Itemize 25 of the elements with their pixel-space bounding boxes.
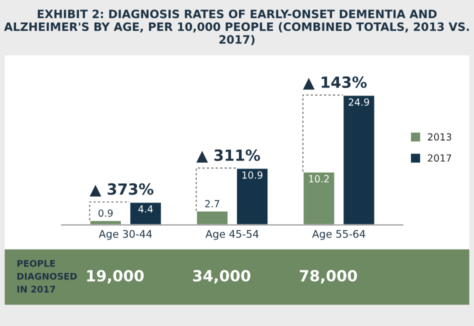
annotation: ▲ 143% (302, 76, 367, 90)
data-label: 10.2 (309, 175, 329, 182)
data-label: 4.4 (138, 205, 153, 213)
bar (236, 167, 269, 225)
chart-title: EXHIBIT 2: DIAGNOSIS RATES OF EARLY-ONSET DEMENTIA AND ALZHEIMER'S BY AGE, PER 10,000 PEOPLE (COMBINED TOTALS, 2013 VS. 2017) (4, 10, 469, 46)
data-label: 2.7 (205, 200, 220, 208)
data-label: 10.9 (242, 171, 262, 179)
bar (302, 171, 336, 225)
legend-label: 2013 (428, 133, 452, 141)
x-tick-label: Age 55-64 (312, 230, 366, 240)
bar (88, 220, 122, 225)
legend-label: 2017 (428, 154, 452, 162)
annotation: ▲ 311% (196, 149, 260, 163)
text: PEOPLE DIAGNOSED IN 2017 (17, 260, 77, 293)
text: 34,000 (193, 270, 250, 284)
x-tick-label: Age 30-44 (98, 230, 152, 240)
data-label: 0.9 (98, 209, 113, 217)
bar (196, 210, 229, 225)
annotation: ▲ 373% (90, 183, 154, 197)
bar (128, 201, 162, 225)
text: 78,000 (300, 270, 357, 284)
bar (342, 94, 376, 225)
text: 19,000 (87, 270, 144, 284)
data-label: 24.9 (348, 98, 370, 106)
x-tick-label: Age 45-54 (205, 230, 259, 240)
